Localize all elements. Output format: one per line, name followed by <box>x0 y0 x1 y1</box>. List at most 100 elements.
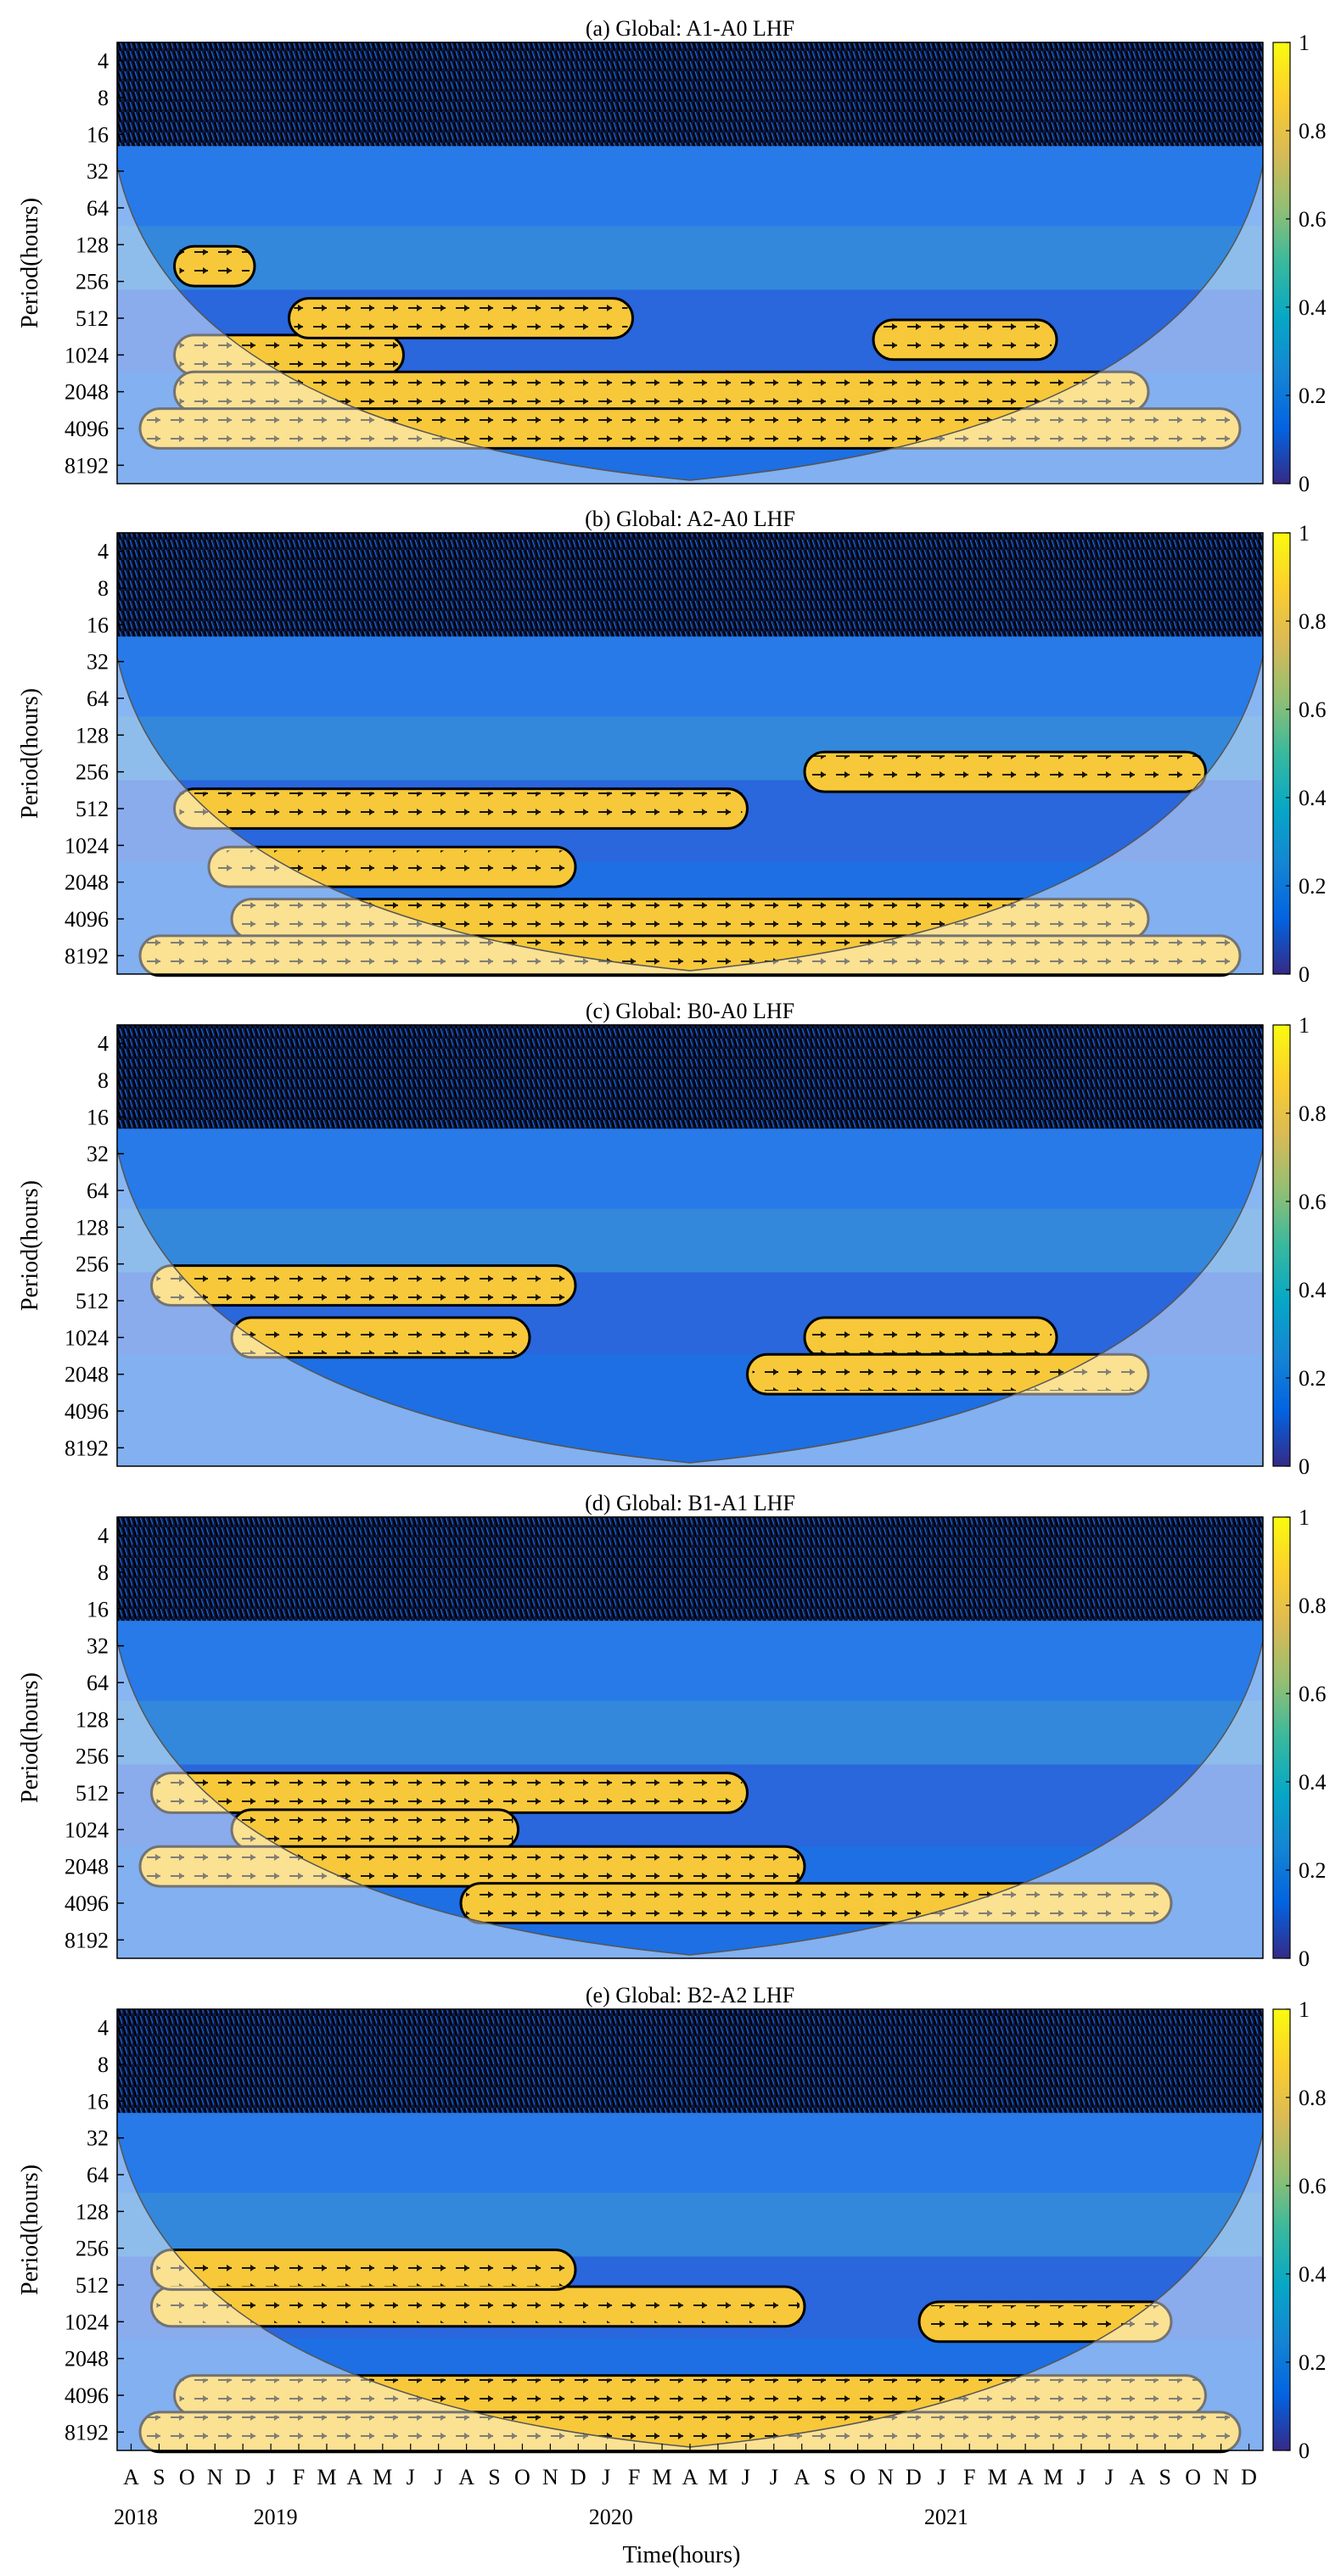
x-month-label: A <box>1018 2465 1034 2489</box>
y-tick-label: 8192 <box>65 1436 109 1460</box>
phase-arrows <box>179 2378 1201 2412</box>
y-tick-label: 64 <box>87 1671 109 1695</box>
y-tick-label: 8 <box>98 576 109 601</box>
y-tick-label: 32 <box>87 650 109 675</box>
x-month-label: F <box>963 2465 975 2489</box>
cone-of-influence-edge <box>116 1640 1264 1956</box>
y-tick-label: 4096 <box>65 417 109 441</box>
y-tick-label: 256 <box>76 1252 109 1277</box>
y-axis-label: Period(hours) <box>17 1672 43 1803</box>
phase-arrows <box>179 338 399 372</box>
phase-arrows <box>214 850 570 884</box>
phase-arrows <box>145 2415 1235 2449</box>
coherence-band <box>117 1128 1263 1209</box>
colorbar-tick-label: 0 <box>1299 1454 1310 1479</box>
colorbar-tick-label: 0.4 <box>1299 295 1327 320</box>
y-tick-label: 1024 <box>65 343 109 367</box>
colorbar <box>1272 532 1291 975</box>
x-month-label: D <box>906 2465 922 2489</box>
coherence-band <box>117 226 1263 290</box>
x-month-label: D <box>570 2465 586 2489</box>
plot-frame <box>116 42 1264 484</box>
phase-arrows <box>752 1358 1143 1392</box>
panel-b: (b) Global: A2-A0 LHF4816326412825651210… <box>17 507 1327 987</box>
y-tick-label: 16 <box>87 1597 109 1621</box>
x-month-label: O <box>179 2465 195 2489</box>
coherence-band <box>117 2192 1263 2257</box>
coherence-band <box>117 532 1263 637</box>
cone-of-influence <box>117 1640 1263 1958</box>
y-tick-label: 4 <box>98 540 109 564</box>
colorbar-tick-label: 0 <box>1299 2439 1310 2463</box>
colorbar-tick-label: 0.8 <box>1299 1593 1327 1618</box>
y-tick-label: 4 <box>98 1524 109 1548</box>
y-tick-label: 8 <box>98 86 109 110</box>
y-tick-label: 32 <box>87 1142 109 1167</box>
x-month-label: S <box>1159 2465 1171 2489</box>
x-month-label: A <box>458 2465 474 2489</box>
colorbar-tick-label: 0.2 <box>1299 874 1327 899</box>
coherence-band <box>117 1024 1263 1129</box>
colorbar <box>1272 1024 1291 1467</box>
y-tick-label: 512 <box>76 797 109 821</box>
y-tick-label: 4 <box>98 49 109 74</box>
colorbar-tick-label: 0.4 <box>1299 1770 1327 1795</box>
y-tick-label: 4096 <box>65 1399 109 1424</box>
cone-of-influence-edge <box>116 1148 1264 1464</box>
phase-arrows <box>237 1812 513 1846</box>
cone-of-influence <box>117 1148 1263 1466</box>
y-tick-label: 256 <box>76 760 109 785</box>
y-axis-label: Period(hours) <box>17 198 43 328</box>
panel-a: (a) Global: A1-A0 LHF4816326412825651210… <box>17 16 1327 496</box>
y-tick-label: 32 <box>87 1634 109 1659</box>
y-tick-label: 2048 <box>65 1363 109 1387</box>
phase-arrows <box>878 322 1052 356</box>
panel-title: (b) Global: A2-A0 LHF <box>585 507 795 531</box>
coherence-band <box>117 42 1263 147</box>
y-tick-label: 32 <box>87 160 109 184</box>
panel-c: (c) Global: B0-A0 LHF4816326412825651210… <box>17 999 1327 1479</box>
y-tick-label: 512 <box>76 306 109 331</box>
x-month-label: M <box>373 2465 392 2489</box>
x-month-label: F <box>628 2465 640 2489</box>
y-tick-label: 64 <box>87 2163 109 2187</box>
phase-arrows <box>156 1268 570 1302</box>
colorbar-tick-label: 1 <box>1299 521 1310 546</box>
x-month-label: D <box>1241 2465 1257 2489</box>
y-tick-label: 64 <box>87 1179 109 1203</box>
x-month-label: S <box>823 2465 835 2489</box>
panel-title: (e) Global: B2-A2 LHF <box>586 1983 794 2008</box>
panel-title: (a) Global: A1-A0 LHF <box>586 16 794 41</box>
coherence-band <box>117 2008 1263 2114</box>
plot-frame <box>116 532 1264 975</box>
x-month-label: J <box>937 2465 945 2489</box>
x-month-label: N <box>878 2465 894 2489</box>
cone-of-influence-edge <box>116 656 1264 972</box>
coherence-band <box>117 1700 1263 1765</box>
y-tick-label: 512 <box>76 1289 109 1313</box>
y-tick-label: 1024 <box>65 833 109 858</box>
coherence-band <box>117 636 1263 717</box>
y-tick-label: 8 <box>98 1560 109 1585</box>
x-month-label: J <box>602 2465 610 2489</box>
y-tick-label: 128 <box>76 1707 109 1732</box>
colorbar-tick-label: 0.2 <box>1299 1366 1327 1391</box>
colorbar-tick-label: 0.4 <box>1299 2262 1327 2287</box>
x-month-label: N <box>207 2465 223 2489</box>
x-month-label: F <box>293 2465 305 2489</box>
x-month-label: J <box>770 2465 778 2489</box>
phase-arrows <box>237 902 1143 936</box>
phase-arrows <box>237 1320 525 1354</box>
x-month-label: J <box>742 2465 750 2489</box>
coherence-band <box>117 2113 1263 2193</box>
x-month-label: J <box>1077 2465 1086 2489</box>
cone-of-influence <box>117 2132 1263 2450</box>
phase-arrows <box>145 938 1235 972</box>
y-tick-label: 8 <box>98 2052 109 2077</box>
y-tick-label: 1024 <box>65 2310 109 2334</box>
colorbar-tick-label: 1 <box>1299 31 1310 55</box>
y-tick-label: 128 <box>76 2199 109 2224</box>
cone-of-influence <box>117 165 1263 484</box>
colorbar-tick-label: 0.6 <box>1299 2174 1327 2198</box>
